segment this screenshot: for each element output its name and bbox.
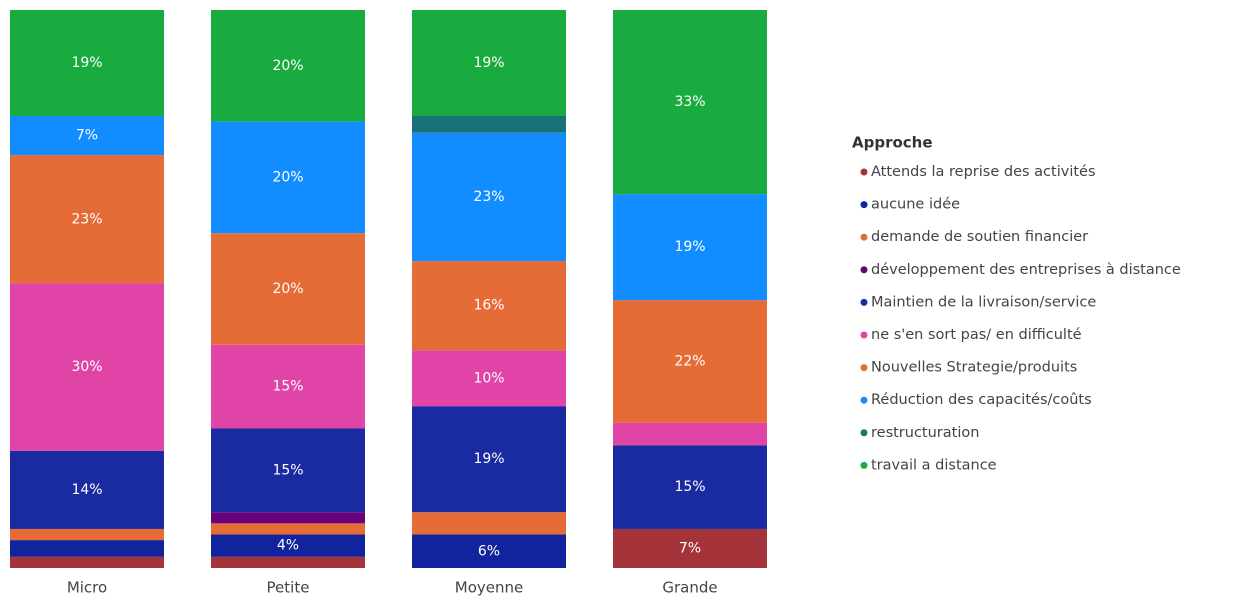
legend-label: Réduction des capacités/coûts [871, 392, 1092, 408]
bar-segment [613, 445, 767, 529]
data-label: 33% [674, 94, 705, 110]
legend-label: Nouvelles Strategie/produits [871, 360, 1077, 376]
legend-label: Maintien de la livraison/service [871, 294, 1096, 310]
bar-segment [10, 283, 164, 451]
legend-marker [860, 233, 868, 241]
bar-segment [613, 194, 767, 301]
data-label: 7% [679, 540, 701, 556]
data-label: 19% [473, 55, 504, 71]
bar-segment [412, 534, 566, 568]
data-label: 19% [71, 55, 102, 71]
data-label: 15% [272, 379, 303, 395]
bar-segment [412, 512, 566, 535]
data-label: 19% [473, 451, 504, 467]
bar-segment [412, 116, 566, 133]
data-label: 19% [674, 239, 705, 255]
data-label: 22% [674, 354, 705, 370]
bar-segment [412, 406, 566, 513]
legend-marker [860, 168, 868, 176]
legend-label: développement des entreprises à distance [871, 262, 1181, 278]
bar-segment [211, 523, 365, 535]
data-label: 20% [272, 281, 303, 297]
data-label: 23% [473, 189, 504, 205]
x-tick-label: Micro [67, 579, 107, 597]
legend-label: Attends la reprise des activités [871, 164, 1096, 180]
bar-segment [412, 261, 566, 351]
data-label: 14% [71, 482, 102, 498]
data-label: 7% [76, 128, 98, 144]
data-label: 10% [473, 370, 504, 386]
bar-segment [211, 10, 365, 122]
bar-segment [211, 512, 365, 524]
data-label: 20% [272, 169, 303, 185]
x-tick-label: Petite [267, 579, 310, 597]
bar-segment [211, 534, 365, 557]
bar-segment [10, 116, 164, 156]
bar-segment [10, 528, 164, 541]
bar-segment [10, 556, 164, 568]
bar-segment [10, 540, 164, 557]
bar-segment [211, 556, 365, 568]
x-tick-label: Grande [662, 579, 717, 597]
legend-marker [860, 266, 868, 274]
legend-marker [860, 429, 868, 437]
legend-label: demande de soutien financier [871, 229, 1088, 245]
legend-label: ne s'en sort pas/ en difficulté [871, 327, 1082, 343]
legend-label: restructuration [871, 425, 979, 441]
legend-marker [860, 396, 868, 404]
data-label: 30% [71, 359, 102, 375]
bar-segment [613, 10, 767, 195]
legend-marker [860, 298, 868, 306]
data-label: 4% [277, 538, 299, 554]
bar-segment [211, 121, 365, 234]
x-tick-label: Moyenne [455, 579, 523, 597]
legend-marker [860, 364, 868, 372]
legend-label: aucune idée [871, 197, 960, 213]
bar-segment [412, 132, 566, 262]
bar-segment [10, 10, 164, 117]
data-label: 23% [71, 211, 102, 227]
bar-segment [10, 450, 164, 529]
bar-segment [613, 422, 767, 446]
bar-segment [613, 300, 767, 423]
bar-segment [211, 428, 365, 513]
bar-segment [10, 155, 164, 284]
bar-segment [412, 350, 566, 407]
legend-label: travail a distance [871, 457, 997, 473]
bar-segment [412, 10, 566, 117]
data-label: 20% [272, 58, 303, 74]
legend-marker [860, 461, 868, 469]
data-label: 15% [674, 479, 705, 495]
bar-segment [211, 233, 365, 345]
legend-marker [860, 331, 868, 339]
legend-marker [860, 201, 868, 209]
data-label: 15% [272, 462, 303, 478]
legend-title: Approche [852, 134, 933, 152]
data-label: 6% [478, 543, 500, 559]
data-label: 16% [473, 298, 504, 314]
bar-segment [211, 344, 365, 429]
bar-segment [613, 528, 767, 568]
